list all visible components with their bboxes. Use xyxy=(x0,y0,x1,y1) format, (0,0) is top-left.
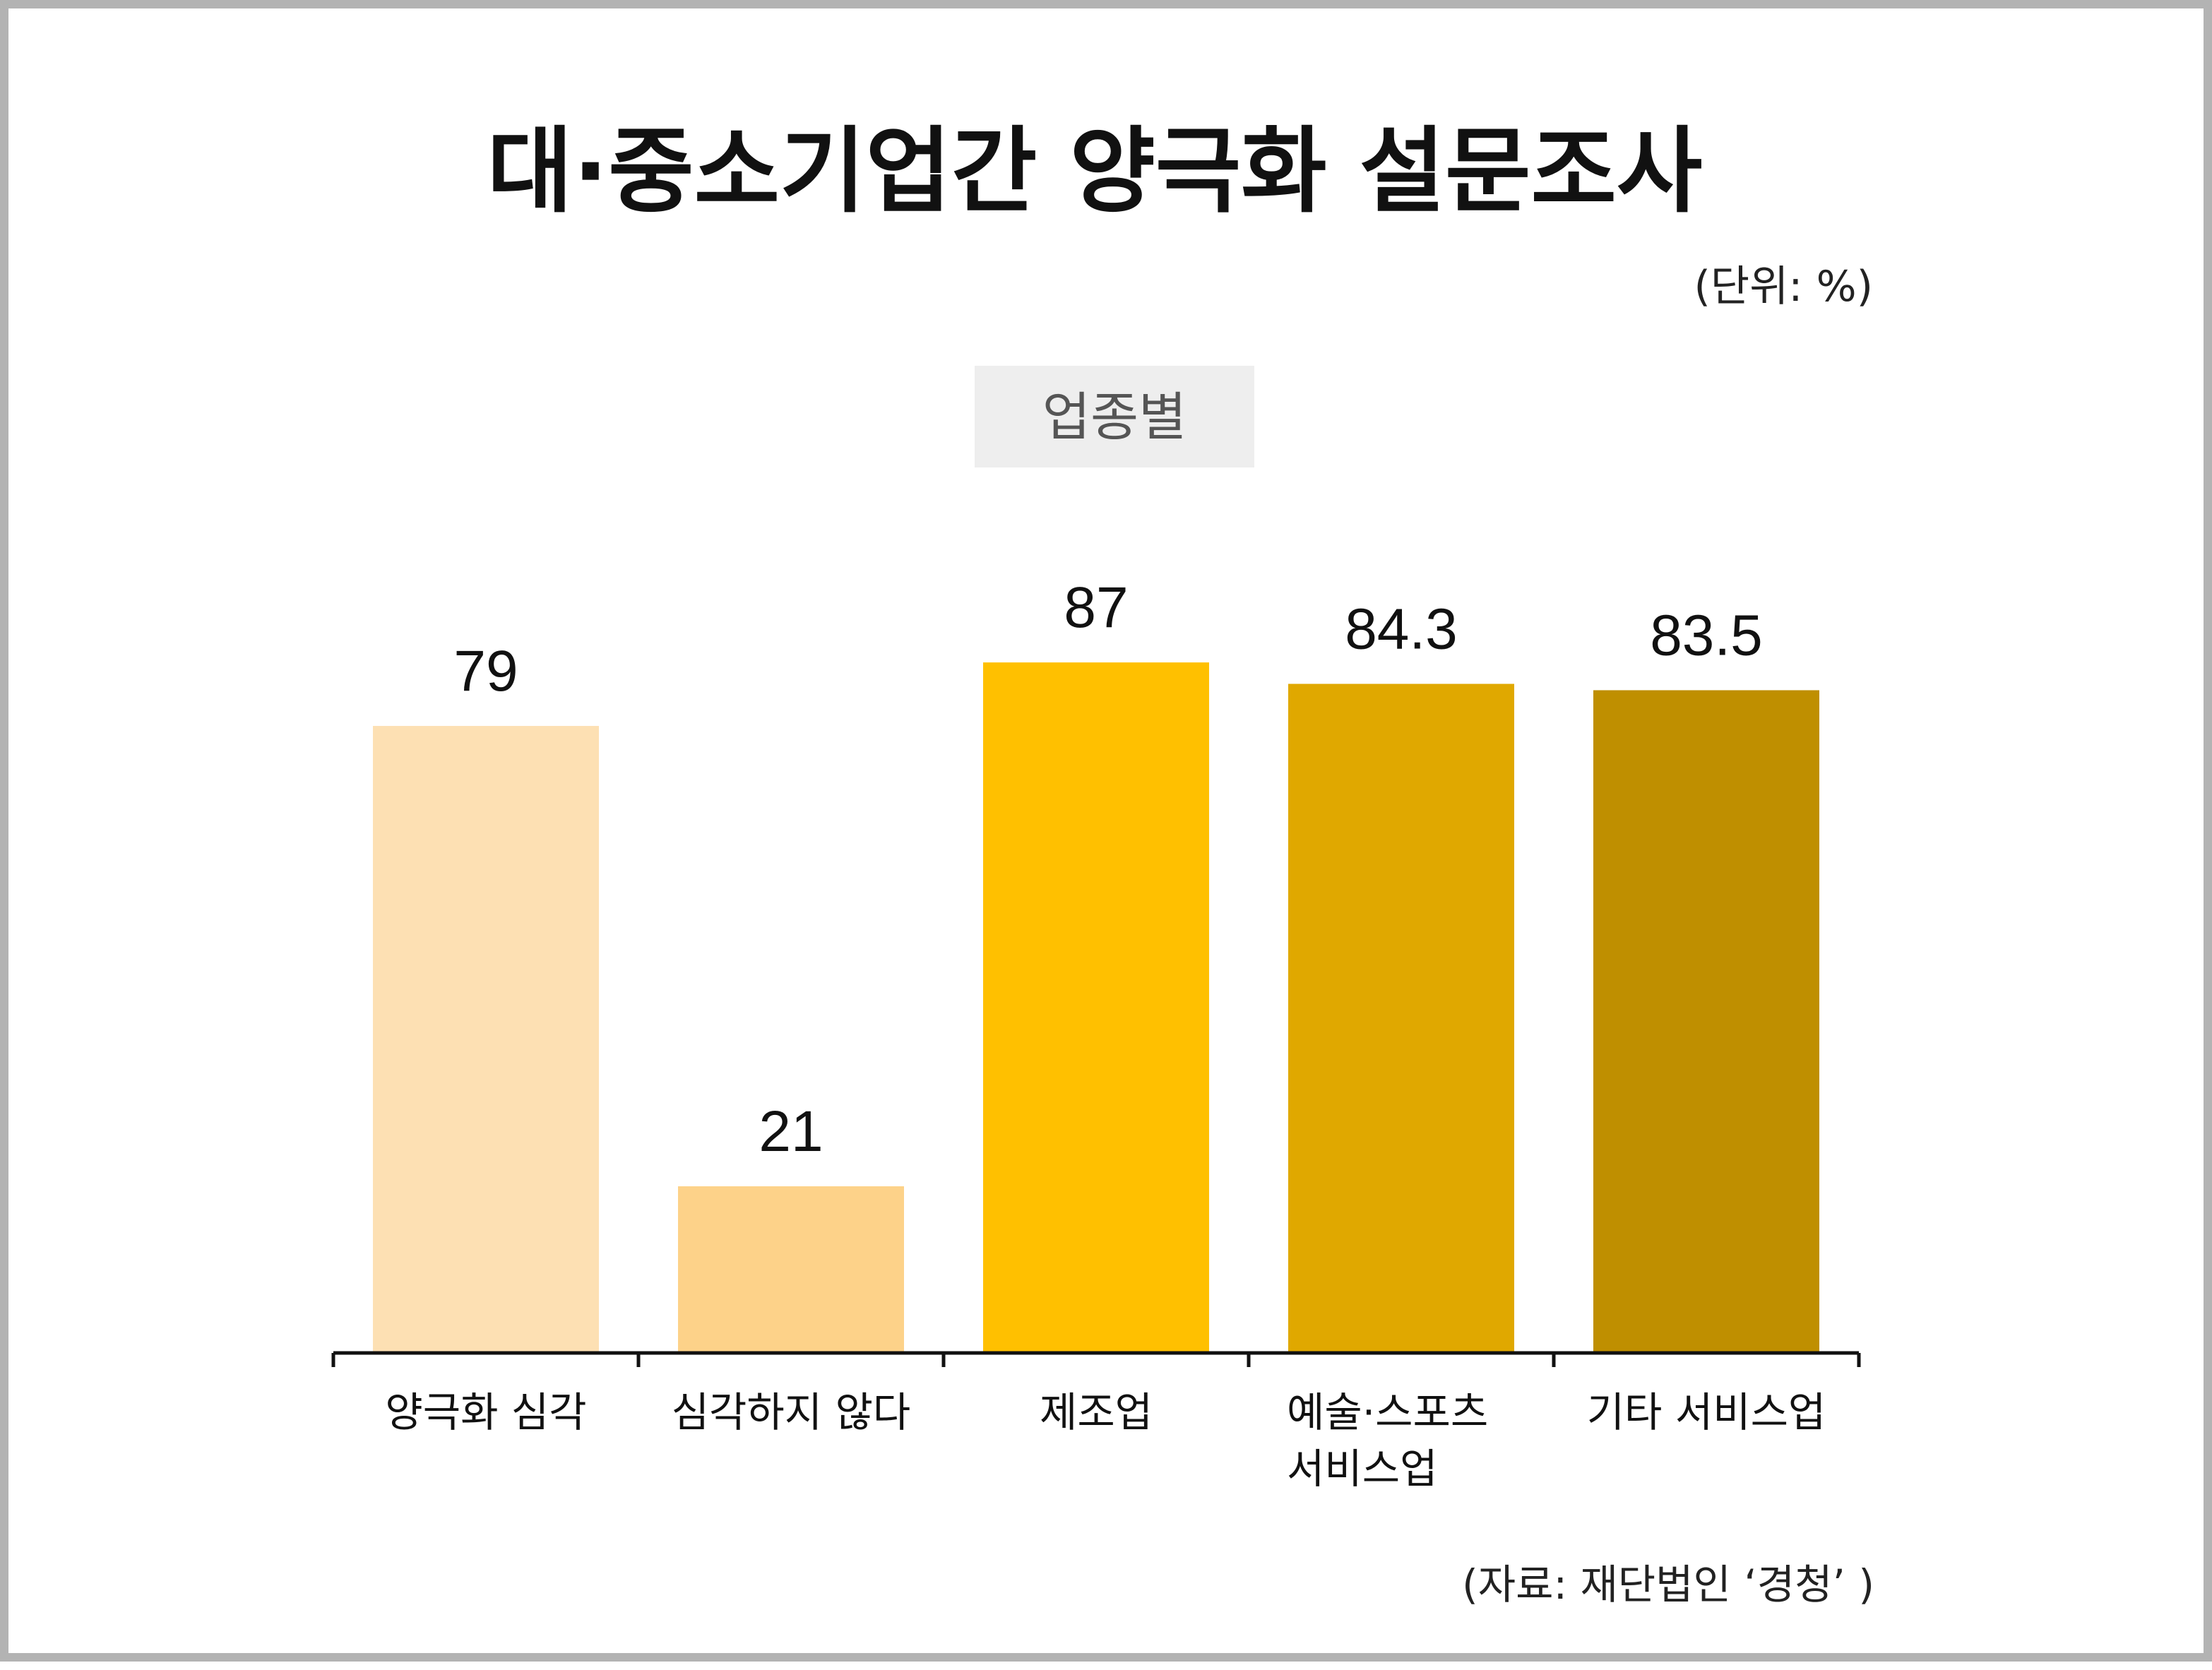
bars-layer: 79 21 87 84.3 83.5 xyxy=(373,575,1819,1353)
category-label-2: 심각하지 않다 xyxy=(672,1388,911,1436)
source-note: (자료: 재단법인 ‘경청’ ) xyxy=(1462,1561,1874,1609)
chart-title: 대·중소기업간 양극화 설문조사 xyxy=(487,117,1703,226)
bar-2 xyxy=(678,1186,904,1353)
category-label-1: 양극화 심각 xyxy=(385,1388,586,1436)
bar-4 xyxy=(1288,684,1514,1353)
category-labels: 양극화 심각 심각하지 않다 제조업 예술·스포츠 서비스업 기타 서비스업 xyxy=(385,1388,1826,1493)
x-axis xyxy=(331,1351,1861,1367)
chart-subtitle: 업종별 xyxy=(1042,387,1187,448)
bar-5 xyxy=(1593,690,1819,1353)
unit-label: (단위: %) xyxy=(1694,262,1873,311)
bar-chart: 대·중소기업간 양극화 설문조사 (단위: %) 업종별 79 21 87 84.3 8… xyxy=(331,117,1874,1609)
value-label-4: 84.3 xyxy=(1345,597,1458,661)
value-label-3: 87 xyxy=(1064,575,1128,640)
category-label-5: 기타 서비스업 xyxy=(1587,1388,1826,1436)
value-label-2: 21 xyxy=(759,1099,823,1164)
bar-1 xyxy=(373,726,599,1353)
bar-3 xyxy=(983,662,1209,1353)
subtitle-box xyxy=(975,366,1254,467)
value-label-1: 79 xyxy=(453,639,518,703)
category-label-3: 제조업 xyxy=(1040,1388,1153,1436)
value-label-5: 83.5 xyxy=(1650,603,1763,667)
category-label-4: 예술·스포츠 서비스업 xyxy=(1287,1388,1488,1493)
